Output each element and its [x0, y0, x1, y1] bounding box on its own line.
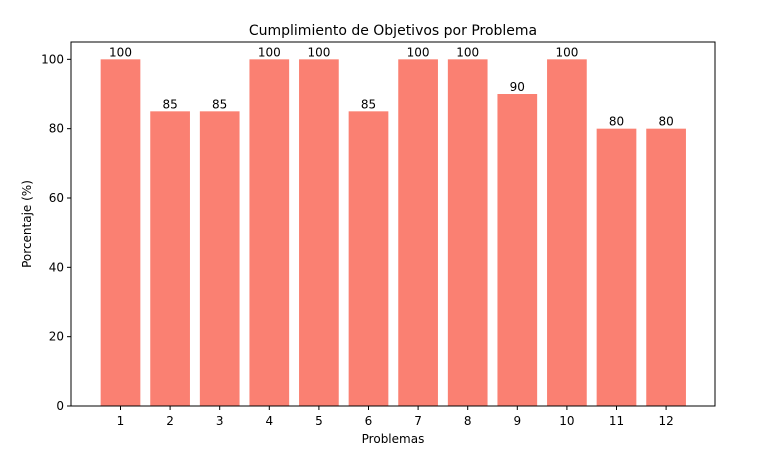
bar-3 — [199, 111, 240, 406]
data-label-3: 85 — [212, 97, 227, 111]
bars-group — [100, 59, 686, 407]
data-label-8: 100 — [456, 45, 479, 59]
x-tick-label-10: 10 — [559, 414, 574, 428]
x-tick-label-2: 2 — [166, 414, 174, 428]
x-tick-label-12: 12 — [658, 414, 673, 428]
bar-8 — [447, 59, 488, 406]
data-label-5: 100 — [307, 45, 330, 59]
y-axis-label: Porcentaje (%) — [20, 180, 34, 268]
bar-11 — [596, 128, 637, 407]
bar-4 — [249, 59, 290, 406]
bar-1 — [100, 59, 141, 406]
bar-2 — [150, 111, 190, 406]
data-label-9: 90 — [510, 80, 525, 94]
data-label-4: 100 — [258, 45, 281, 59]
y-tick-label-80: 80 — [49, 122, 64, 136]
bar-5 — [299, 59, 339, 406]
x-tick-label-9: 9 — [513, 414, 521, 428]
y-tick-label-0: 0 — [56, 399, 64, 413]
data-label-6: 85 — [361, 97, 376, 111]
x-tick-label-4: 4 — [265, 414, 273, 428]
bar-12 — [646, 128, 686, 407]
y-tick-label-100: 100 — [41, 52, 64, 66]
y-tick-label-60: 60 — [49, 191, 64, 205]
data-label-12: 80 — [658, 115, 673, 129]
x-tick-label-8: 8 — [464, 414, 472, 428]
data-labels-group: 100 85 85 100 100 85 100 100 90 100 80 80 — [109, 45, 674, 128]
x-axis-label: Problemas — [362, 432, 425, 446]
data-label-7: 100 — [407, 45, 430, 59]
data-label-11: 80 — [609, 115, 624, 129]
x-tick-label-6: 6 — [365, 414, 373, 428]
data-label-10: 100 — [555, 45, 578, 59]
y-axis-ticks: 0 20 40 60 80 100 — [41, 52, 71, 413]
bar-9 — [497, 94, 538, 406]
x-tick-label-3: 3 — [216, 414, 224, 428]
data-label-1: 100 — [109, 45, 132, 59]
x-tick-label-1: 1 — [117, 414, 125, 428]
x-axis-ticks: 1 2 3 4 5 6 7 8 9 10 11 12 — [117, 406, 674, 428]
bar-7 — [398, 59, 438, 406]
bar-6 — [348, 111, 389, 406]
y-tick-label-40: 40 — [49, 260, 64, 274]
x-tick-label-7: 7 — [414, 414, 422, 428]
chart-title: Cumplimiento de Objetivos por Problema — [249, 23, 537, 39]
x-tick-label-5: 5 — [315, 414, 323, 428]
data-label-2: 85 — [162, 97, 177, 111]
plot-frame — [70, 41, 716, 407]
bar-10 — [547, 59, 587, 406]
y-tick-label-20: 20 — [49, 330, 64, 344]
x-tick-label-11: 11 — [609, 414, 624, 428]
